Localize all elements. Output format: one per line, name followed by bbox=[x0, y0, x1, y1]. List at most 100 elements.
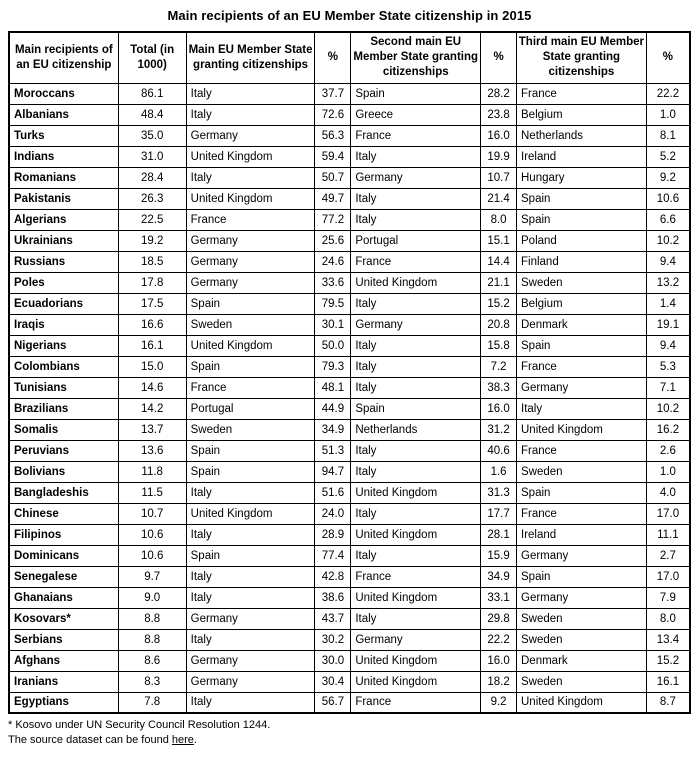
third-pct-cell: 19.1 bbox=[645, 313, 691, 336]
main-state-cell: Italy bbox=[185, 586, 316, 609]
table-row: Afghans 8.6 Germany 30.0 United Kingdom 16.0 D… bbox=[8, 649, 691, 672]
main-pct-cell: 30.4 bbox=[314, 670, 352, 693]
main-state-cell: Germany bbox=[185, 271, 316, 294]
table-row: Egyptians 7.8 Italy 56.7 France 9.2 United Kin… bbox=[8, 691, 691, 714]
second-pct-cell: 15.9 bbox=[480, 544, 517, 567]
second-pct-cell: 17.7 bbox=[480, 502, 517, 525]
third-state-cell: Sweden bbox=[516, 670, 647, 693]
footnotes: * Kosovo under UN Security Council Resol… bbox=[8, 718, 691, 748]
recipient-cell: Ukrainians bbox=[8, 229, 119, 252]
third-state-cell: France bbox=[516, 82, 647, 105]
third-state-cell: Finland bbox=[516, 250, 647, 273]
main-state-cell: Italy bbox=[185, 523, 316, 546]
total-cell: 11.8 bbox=[117, 460, 187, 483]
total-cell: 17.8 bbox=[117, 271, 187, 294]
main-state-cell: Germany bbox=[185, 229, 316, 252]
main-state-cell: Spain bbox=[185, 439, 316, 462]
third-pct-cell: 8.0 bbox=[645, 607, 691, 630]
second-state-cell: United Kingdom bbox=[350, 649, 482, 672]
total-cell: 26.3 bbox=[117, 187, 187, 210]
second-pct-cell: 40.6 bbox=[480, 439, 517, 462]
second-state-cell: France bbox=[350, 565, 482, 588]
table-row: Colombians 15.0 Spain 79.3 Italy 7.2 France 5.3 bbox=[8, 355, 691, 378]
third-state-cell: Spain bbox=[516, 334, 647, 357]
recipient-cell: Dominicans bbox=[8, 544, 119, 567]
third-state-cell: United Kingdom bbox=[516, 691, 647, 714]
table-row: Ukrainians 19.2 Germany 25.6 Portugal 15.1 Pol… bbox=[8, 229, 691, 252]
total-cell: 48.4 bbox=[117, 103, 187, 126]
total-cell: 11.5 bbox=[117, 481, 187, 504]
third-pct-cell: 7.9 bbox=[645, 586, 691, 609]
second-pct-cell: 34.9 bbox=[480, 565, 517, 588]
source-link[interactable]: here bbox=[171, 733, 194, 746]
footnote-kosovo: * Kosovo under UN Security Council Resol… bbox=[8, 719, 271, 731]
total-cell: 22.5 bbox=[117, 208, 187, 231]
main-state-cell: Italy bbox=[185, 691, 316, 714]
second-state-cell: Italy bbox=[350, 544, 482, 567]
main-state-cell: Italy bbox=[185, 166, 316, 189]
third-state-cell: France bbox=[516, 355, 647, 378]
second-pct-cell: 31.2 bbox=[480, 418, 517, 441]
third-pct-cell: 6.6 bbox=[645, 208, 691, 231]
total-cell: 16.6 bbox=[117, 313, 187, 336]
third-pct-cell: 17.0 bbox=[645, 502, 691, 525]
third-state-cell: France bbox=[516, 502, 647, 525]
main-pct-cell: 42.8 bbox=[314, 565, 352, 588]
header-recipients: Main recipients of an EU citizenship bbox=[8, 31, 119, 84]
main-pct-cell: 24.0 bbox=[314, 502, 352, 525]
third-state-cell: Ireland bbox=[516, 523, 647, 546]
third-state-cell: Spain bbox=[516, 208, 647, 231]
recipient-cell: Pakistanis bbox=[8, 187, 119, 210]
third-pct-cell: 16.1 bbox=[645, 670, 691, 693]
main-pct-cell: 94.7 bbox=[314, 460, 352, 483]
third-state-cell: France bbox=[516, 439, 647, 462]
second-state-cell: United Kingdom bbox=[350, 523, 482, 546]
total-cell: 7.8 bbox=[117, 691, 187, 714]
main-pct-cell: 51.6 bbox=[314, 481, 352, 504]
table-row: Somalis 13.7 Sweden 34.9 Netherlands 31.2 Unit… bbox=[8, 418, 691, 441]
total-cell: 8.8 bbox=[117, 628, 187, 651]
total-cell: 10.6 bbox=[117, 523, 187, 546]
third-state-cell: Belgium bbox=[516, 292, 647, 315]
main-state-cell: France bbox=[185, 376, 316, 399]
main-state-cell: Germany bbox=[185, 670, 316, 693]
second-state-cell: Italy bbox=[350, 208, 482, 231]
recipient-cell: Bangladeshis bbox=[8, 481, 119, 504]
table-row: Kosovars* 8.8 Germany 43.7 Italy 29.8 Sweden 8.… bbox=[8, 607, 691, 630]
second-pct-cell: 15.1 bbox=[480, 229, 517, 252]
total-cell: 13.6 bbox=[117, 439, 187, 462]
table-row: Chinese 10.7 United Kingdom 24.0 Italy 17.7 Fr… bbox=[8, 502, 691, 525]
total-cell: 8.6 bbox=[117, 649, 187, 672]
total-cell: 18.5 bbox=[117, 250, 187, 273]
recipient-cell: Indians bbox=[8, 145, 119, 168]
second-pct-cell: 21.4 bbox=[480, 187, 517, 210]
second-pct-cell: 38.3 bbox=[480, 376, 517, 399]
third-state-cell: Belgium bbox=[516, 103, 647, 126]
second-pct-cell: 33.1 bbox=[480, 586, 517, 609]
third-pct-cell: 10.6 bbox=[645, 187, 691, 210]
second-state-cell: United Kingdom bbox=[350, 481, 482, 504]
third-state-cell: Denmark bbox=[516, 649, 647, 672]
main-pct-cell: 37.7 bbox=[314, 82, 352, 105]
total-cell: 31.0 bbox=[117, 145, 187, 168]
second-pct-cell: 15.8 bbox=[480, 334, 517, 357]
main-pct-cell: 30.1 bbox=[314, 313, 352, 336]
second-pct-cell: 16.0 bbox=[480, 124, 517, 147]
main-pct-cell: 50.0 bbox=[314, 334, 352, 357]
total-cell: 13.7 bbox=[117, 418, 187, 441]
second-state-cell: Italy bbox=[350, 292, 482, 315]
second-state-cell: Italy bbox=[350, 145, 482, 168]
recipient-cell: Ghanaians bbox=[8, 586, 119, 609]
recipient-cell: Albanians bbox=[8, 103, 119, 126]
third-pct-cell: 10.2 bbox=[645, 229, 691, 252]
second-state-cell: Italy bbox=[350, 187, 482, 210]
main-pct-cell: 30.0 bbox=[314, 649, 352, 672]
second-state-cell: Italy bbox=[350, 607, 482, 630]
second-pct-cell: 18.2 bbox=[480, 670, 517, 693]
main-state-cell: Italy bbox=[185, 82, 316, 105]
second-state-cell: Netherlands bbox=[350, 418, 482, 441]
recipient-cell: Filipinos bbox=[8, 523, 119, 546]
table-row: Russians 18.5 Germany 24.6 France 14.4 Finland… bbox=[8, 250, 691, 273]
recipient-cell: Nigerians bbox=[8, 334, 119, 357]
main-state-cell: United Kingdom bbox=[185, 145, 316, 168]
